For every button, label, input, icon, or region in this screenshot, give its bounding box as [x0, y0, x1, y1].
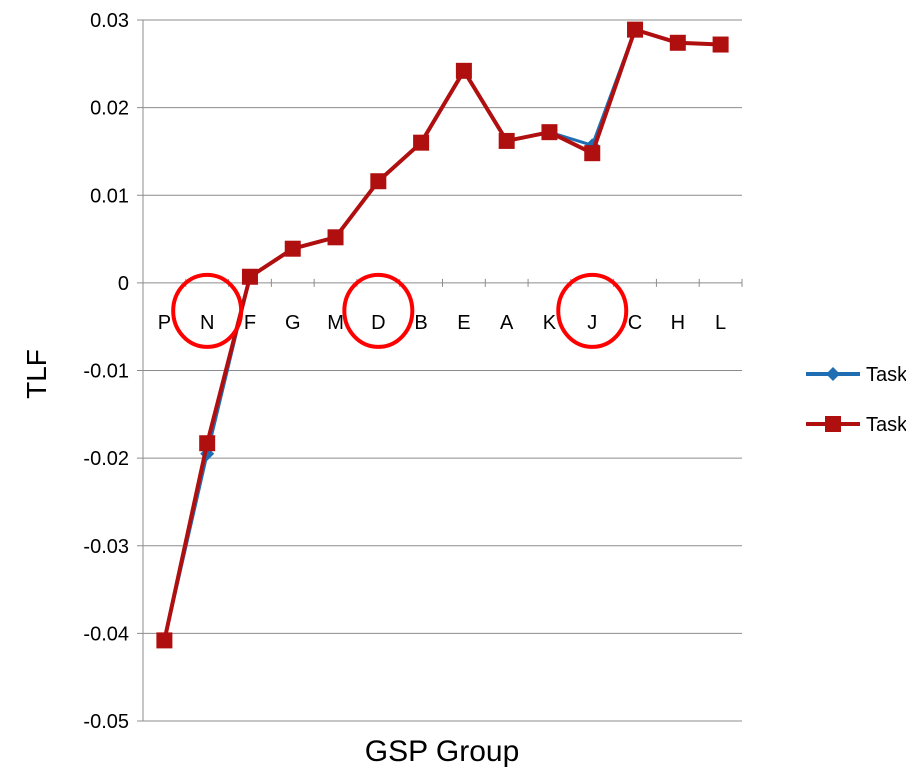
- data-point: [669, 34, 686, 51]
- legend-label: Task 1: [866, 364, 906, 386]
- x-tick-label: C: [628, 312, 642, 334]
- legend: Task 1 Task 2: [806, 364, 906, 436]
- highlight-circle: [342, 272, 415, 349]
- y-tick-label: 0.01: [90, 185, 129, 207]
- x-tick-label: B: [414, 312, 427, 334]
- data-point: [413, 134, 430, 151]
- x-tick-label: A: [500, 312, 514, 334]
- data-point: [199, 435, 216, 452]
- highlight-circle: [556, 272, 629, 349]
- data-point: [584, 145, 601, 162]
- series: [156, 21, 729, 649]
- x-tick-label: K: [543, 312, 557, 334]
- legend-marker: [826, 367, 840, 381]
- gridlines: [143, 19, 742, 722]
- x-tick-label: M: [327, 312, 344, 334]
- y-tick-label: -0.03: [83, 536, 129, 558]
- data-point: [712, 36, 729, 53]
- y-tick-label: -0.04: [83, 623, 129, 645]
- y-tick-label: -0.02: [83, 448, 129, 470]
- legend-label: Task 2: [866, 414, 906, 436]
- x-tick-label: E: [457, 312, 470, 334]
- x-tick-label: F: [244, 312, 256, 334]
- data-point: [541, 124, 558, 141]
- data-point: [327, 229, 344, 246]
- x-tick-label: N: [200, 312, 214, 334]
- x-tick-label: G: [285, 312, 301, 334]
- data-point: [370, 173, 387, 190]
- x-tick-label: J: [587, 312, 597, 334]
- data-point: [627, 21, 644, 38]
- data-point: [455, 62, 472, 79]
- legend-marker: [825, 416, 841, 432]
- y-axis-title: TLF: [21, 349, 52, 399]
- data-point: [241, 268, 258, 285]
- data-point: [156, 632, 173, 649]
- legend-entry: Task 1: [806, 364, 906, 386]
- annotations: [171, 272, 629, 349]
- y-tick-label: 0: [118, 273, 129, 295]
- highlight-circle: [171, 272, 244, 349]
- data-point: [284, 240, 301, 257]
- y-tick-label: 0.02: [90, 98, 129, 120]
- x-tick-label: D: [371, 312, 385, 334]
- legend-entry: Task 2: [806, 414, 906, 436]
- x-tick-label: H: [671, 312, 685, 334]
- x-axis-title: GSP Group: [365, 735, 520, 768]
- series-line: [162, 28, 721, 641]
- y-tick-label: -0.01: [83, 361, 129, 383]
- x-tick-label: P: [158, 312, 171, 334]
- x-tick-label: L: [715, 312, 726, 334]
- y-tick-labels: 0.03 0.02 0.01 0 -0.01 -0.02 -0.03 -0.04 -0.05: [83, 10, 129, 733]
- y-tick-label: -0.05: [83, 711, 129, 733]
- y-tick-label: 0.03: [90, 10, 129, 32]
- series-line: [162, 27, 721, 641]
- data-point: [498, 132, 515, 149]
